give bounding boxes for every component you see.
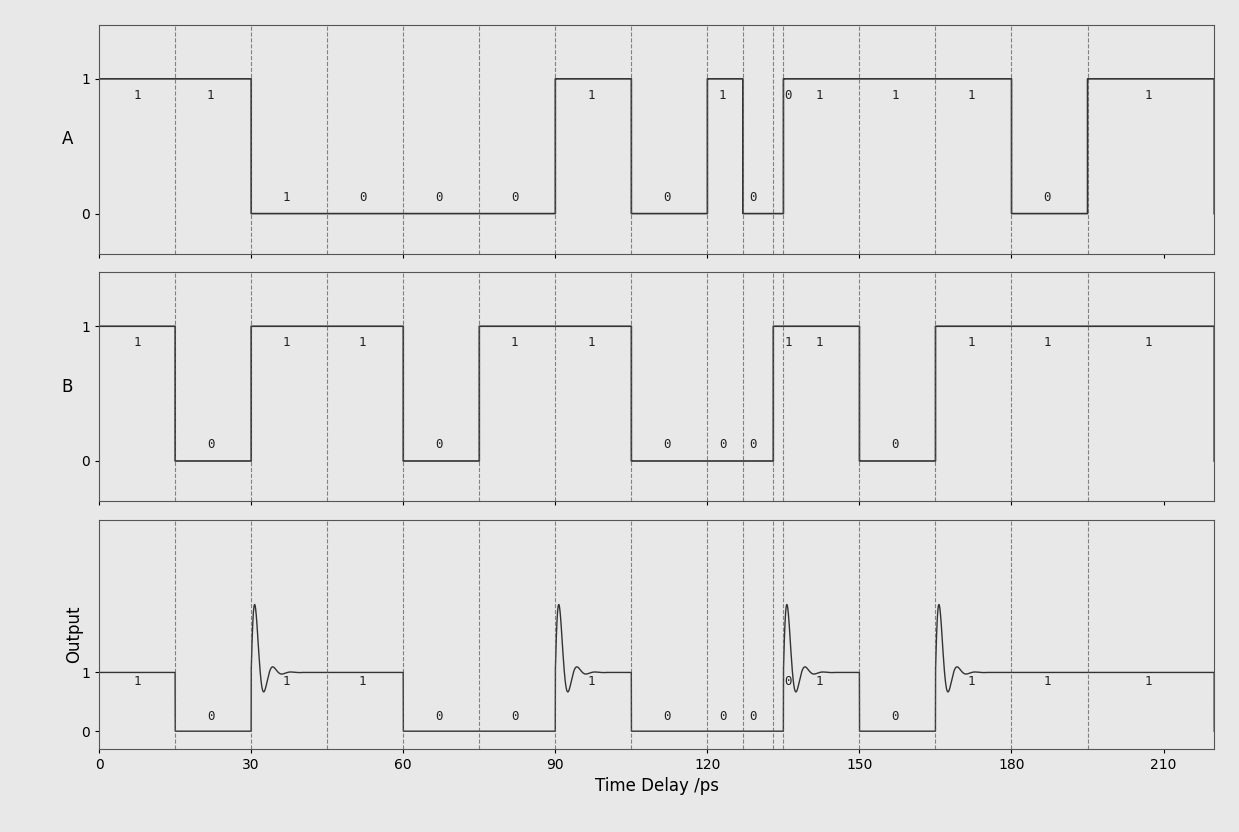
Text: 0: 0 bbox=[510, 710, 518, 723]
X-axis label: Time Delay /ps: Time Delay /ps bbox=[595, 777, 719, 795]
Text: 0: 0 bbox=[891, 710, 898, 723]
Text: 1: 1 bbox=[968, 88, 975, 102]
Text: 1: 1 bbox=[968, 336, 975, 349]
Text: 0: 0 bbox=[435, 191, 442, 204]
Text: 0: 0 bbox=[663, 710, 670, 723]
Text: 0: 0 bbox=[784, 675, 792, 688]
Text: 1: 1 bbox=[587, 336, 595, 349]
Text: 0: 0 bbox=[510, 191, 518, 204]
Text: 1: 1 bbox=[784, 336, 792, 349]
Text: 0: 0 bbox=[750, 438, 757, 451]
Text: 1: 1 bbox=[282, 675, 290, 688]
Text: 1: 1 bbox=[815, 88, 823, 102]
Text: 1: 1 bbox=[134, 88, 141, 102]
Text: 0: 0 bbox=[1043, 191, 1051, 204]
Text: 1: 1 bbox=[815, 336, 823, 349]
Text: 0: 0 bbox=[891, 438, 898, 451]
Y-axis label: A: A bbox=[62, 131, 73, 148]
Text: 1: 1 bbox=[134, 336, 141, 349]
Text: 1: 1 bbox=[719, 88, 726, 102]
Text: 1: 1 bbox=[587, 675, 595, 688]
Text: 1: 1 bbox=[1043, 675, 1051, 688]
Text: 1: 1 bbox=[1145, 336, 1152, 349]
Text: 0: 0 bbox=[663, 191, 670, 204]
Text: 1: 1 bbox=[282, 336, 290, 349]
Text: 0: 0 bbox=[435, 710, 442, 723]
Text: 0: 0 bbox=[435, 438, 442, 451]
Text: 1: 1 bbox=[891, 88, 898, 102]
Y-axis label: Output: Output bbox=[66, 606, 83, 663]
Text: 0: 0 bbox=[784, 88, 792, 102]
Text: 1: 1 bbox=[968, 675, 975, 688]
Y-axis label: B: B bbox=[62, 378, 73, 396]
Text: 0: 0 bbox=[359, 191, 367, 204]
Text: 1: 1 bbox=[815, 675, 823, 688]
Text: 0: 0 bbox=[719, 438, 726, 451]
Text: 1: 1 bbox=[134, 675, 141, 688]
Text: 0: 0 bbox=[750, 191, 757, 204]
Text: 1: 1 bbox=[1043, 336, 1051, 349]
Text: 1: 1 bbox=[359, 336, 367, 349]
Text: 0: 0 bbox=[719, 710, 726, 723]
Text: 1: 1 bbox=[1145, 675, 1152, 688]
Text: 1: 1 bbox=[1145, 88, 1152, 102]
Text: 0: 0 bbox=[663, 438, 670, 451]
Text: 1: 1 bbox=[587, 88, 595, 102]
Text: 1: 1 bbox=[282, 191, 290, 204]
Text: 1: 1 bbox=[207, 88, 214, 102]
Text: 0: 0 bbox=[207, 438, 214, 451]
Text: 0: 0 bbox=[750, 710, 757, 723]
Text: 1: 1 bbox=[359, 675, 367, 688]
Text: 0: 0 bbox=[207, 710, 214, 723]
Text: 1: 1 bbox=[510, 336, 518, 349]
